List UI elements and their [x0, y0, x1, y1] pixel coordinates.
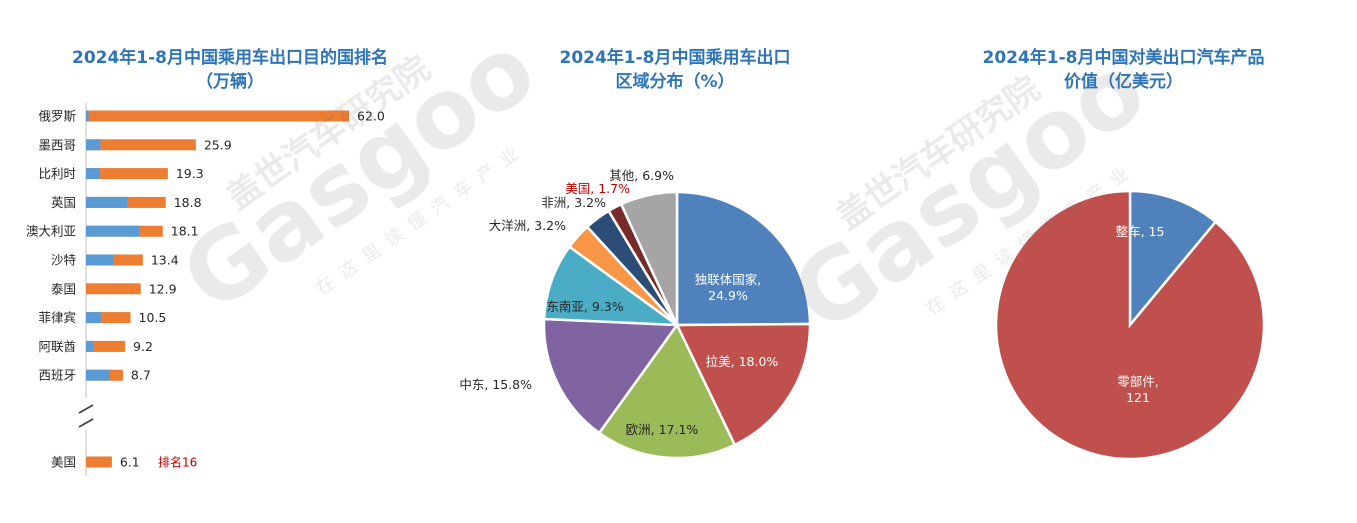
us-value-pie-slice-2	[994, 189, 1266, 461]
bar-segment-row-5	[86, 225, 140, 237]
category-label-row-5: 澳大利亚	[26, 224, 76, 239]
bar-segment-row-9	[86, 340, 94, 352]
region-pie-label-line: 24.9%	[708, 288, 748, 303]
bar-row-9	[86, 340, 126, 352]
bar-row-2	[86, 139, 196, 151]
value-label-row-1: 62.0	[357, 109, 385, 124]
value-label-row-10: 8.7	[131, 368, 151, 383]
value-label-row-6: 13.4	[151, 253, 179, 268]
bar-segment-row-1	[86, 110, 89, 122]
bar-segment-row-4	[86, 196, 128, 208]
axis-break-mark	[78, 404, 94, 414]
category-label-row-8: 菲律宾	[38, 310, 76, 325]
region-pie-label-4: 中东, 15.8%	[459, 377, 532, 392]
us-value-pie-label-1: 整车, 15	[1116, 224, 1165, 239]
value-label-row-3: 19.3	[176, 166, 204, 181]
us-value-pie-label-line: 零部件,	[1117, 374, 1158, 389]
category-label-row-3: 比利时	[38, 166, 76, 181]
category-label-row-4: 英国	[51, 195, 76, 210]
bar-row-7	[86, 283, 141, 295]
region-pie-label-8: 美国, 1.7%	[565, 181, 630, 196]
bar-row-6	[86, 254, 143, 266]
bar-usa	[86, 456, 112, 468]
category-label-row-1: 俄罗斯	[38, 109, 76, 124]
us-value-pie-label-line: 121	[1126, 390, 1150, 405]
value-label-row-5: 18.1	[171, 224, 199, 239]
bar-chart-title: 2024年1-8月中国乘用车出口目的国排名 （万辆）	[0, 46, 460, 94]
us-value-pie-panel: 2024年1-8月中国对美出口汽车产品 价值（亿美元） 整车, 15 零部件, 12…	[890, 0, 1357, 523]
bar-segment-row-10	[86, 369, 109, 381]
bar-chart-panel: 2024年1-8月中国乘用车出口目的国排名 （万辆） 俄罗斯 62.0 墨西哥 25.…	[0, 0, 460, 523]
region-pie-slice-4	[542, 317, 680, 435]
region-pie-label-9: 其他, 6.9%	[609, 168, 674, 183]
rank-note: 排名16	[158, 455, 197, 470]
region-pie-label-line: 中东, 15.8%	[459, 377, 532, 392]
category-label-row-2: 墨西哥	[38, 137, 76, 152]
bar-chart-title-line2: （万辆）	[196, 72, 264, 92]
region-pie-slice-2	[675, 322, 812, 447]
region-pie-svg: 独联体国家, 24.9% 拉美, 18.0% 欧洲, 17.1% 中东, 15.8% 东南…	[459, 168, 812, 460]
region-pie-label-1: 独联体国家, 24.9%	[695, 272, 761, 303]
region-pie-label-line: 拉美, 18.0%	[706, 354, 779, 369]
region-pie-slice-9	[619, 190, 679, 326]
value-label-row-4: 18.8	[174, 195, 202, 210]
value-label-row-8: 10.5	[139, 310, 167, 325]
value-label-row-9: 9.2	[133, 339, 153, 354]
axis-break-mark	[78, 418, 94, 428]
category-label-usa: 美国	[51, 455, 76, 470]
region-pie-label-line: 非洲, 3.2%	[541, 195, 606, 210]
us-value-pie-slice-1	[1128, 189, 1218, 329]
region-pie-title-line1: 2024年1-8月中国乘用车出口	[559, 48, 791, 68]
us-value-pie-svg: 整车, 15 零部件, 121	[994, 189, 1266, 461]
region-pie-slice-1	[675, 190, 812, 327]
bar-row-8	[86, 312, 131, 324]
region-pie-label-3: 欧洲, 17.1%	[626, 422, 699, 437]
region-pie-label-5: 东南亚, 9.3%	[546, 299, 623, 314]
region-pie-label-line: 大洋洲, 3.2%	[489, 218, 566, 233]
us-value-pie-title: 2024年1-8月中国对美出口汽车产品 价值（亿美元）	[890, 46, 1357, 94]
bar-chart-title-line1: 2024年1-8月中国乘用车出口目的国排名	[71, 48, 389, 68]
category-label-row-9: 阿联酋	[38, 339, 76, 354]
region-pie-label-line: 其他, 6.9%	[609, 168, 674, 183]
category-label-row-10: 西班牙	[38, 368, 76, 383]
bar-segment-row-8	[86, 312, 101, 324]
value-label-row-2: 25.9	[204, 137, 232, 152]
region-pie-title: 2024年1-8月中国乘用车出口 区域分布（%）	[460, 46, 890, 94]
us-value-pie-label-line: 整车, 15	[1116, 224, 1165, 239]
bar-chart-svg: 俄罗斯 62.0 墨西哥 25.9 比利时 19.3 英国 18.8 澳大利亚 18.1 沙特 13.…	[26, 103, 385, 476]
bar-segment-row-2	[86, 139, 101, 151]
region-pie-label-line: 独联体国家,	[695, 272, 761, 287]
category-label-row-6: 沙特	[51, 253, 76, 268]
us-value-pie-label-2: 零部件, 121	[1117, 374, 1158, 405]
bar-segment-row-3	[86, 168, 100, 180]
value-label-row-7: 12.9	[149, 281, 177, 296]
region-pie-label-7: 非洲, 3.2%	[541, 195, 606, 210]
bar-row-1	[86, 110, 349, 122]
region-pie-label-line: 美国, 1.7%	[565, 181, 630, 196]
region-pie-title-line2: 区域分布（%）	[615, 72, 735, 92]
region-pie-label-line: 东南亚, 9.3%	[546, 299, 623, 314]
region-pie-label-2: 拉美, 18.0%	[706, 354, 779, 369]
bar-row-3	[86, 168, 168, 180]
value-label-usa: 6.1	[120, 455, 140, 470]
region-pie-label-6: 大洋洲, 3.2%	[489, 218, 566, 233]
bar-segment-row-6	[86, 254, 114, 266]
region-pie-panel: 2024年1-8月中国乘用车出口 区域分布（%） 独联体国家, 24.9% 拉美, …	[459, 0, 890, 523]
region-pie-slice-3	[597, 322, 737, 460]
region-pie-slice-5	[542, 244, 682, 327]
category-label-row-7: 泰国	[51, 281, 76, 296]
region-pie-label-line: 欧洲, 17.1%	[626, 422, 699, 437]
us-value-pie-title-line2: 价值（亿美元）	[1064, 72, 1183, 92]
us-value-pie-title-line1: 2024年1-8月中国对美出口汽车产品	[982, 48, 1265, 68]
